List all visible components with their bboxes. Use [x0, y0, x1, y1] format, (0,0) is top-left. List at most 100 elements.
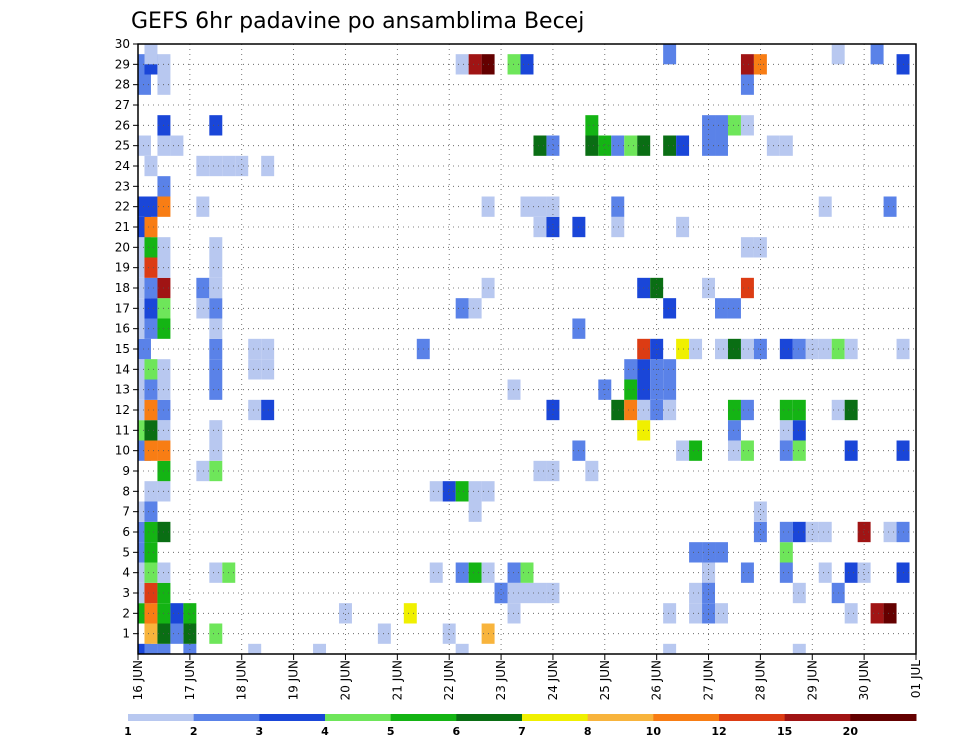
heatmap-cell [455, 298, 469, 319]
heatmap-cell [792, 643, 806, 654]
heatmap-cell [598, 135, 612, 156]
heatmap-cell [144, 542, 158, 563]
heatmap-cell [663, 643, 677, 654]
y-tick-label: 14 [115, 362, 130, 376]
heatmap-cell [429, 562, 443, 583]
heatmap-cell [663, 44, 677, 65]
heatmap-cell [144, 501, 158, 522]
heatmap-cell [144, 196, 158, 217]
heatmap-cell [546, 582, 560, 604]
heatmap-cell [611, 216, 625, 238]
colorbar-label: 20 [843, 725, 859, 738]
x-axis-ticks: 16 JUN 17 JUN 18 JUN 19 JUN 20 JUN 21 JUN 22 J… [131, 654, 923, 700]
heatmap-cell [138, 135, 151, 156]
heatmap-cell [468, 501, 482, 522]
heatmap-cell [248, 399, 262, 421]
heatmap-cell [261, 399, 275, 421]
colorbar-label: 6 [453, 725, 461, 738]
heatmap-cell [715, 135, 728, 156]
colorbar-label: 12 [711, 725, 726, 738]
heatmap-cell [209, 460, 223, 482]
heatmap-cell [377, 623, 391, 644]
x-tick-label: 21 JUN [390, 660, 404, 700]
heatmap-cell [779, 542, 793, 563]
heatmap-cell [663, 359, 677, 380]
heatmap-cell [468, 562, 482, 583]
heatmap-cell [533, 216, 547, 238]
heatmap-cell [144, 216, 158, 238]
heatmap-cell [144, 420, 158, 441]
heatmap-cell [883, 196, 897, 217]
heatmap-cell [792, 338, 806, 360]
colorbar-swatch [719, 714, 786, 721]
colorbar-label: 2 [190, 725, 198, 738]
y-tick-label: 16 [115, 322, 130, 336]
colorbar-label: 8 [584, 725, 592, 738]
heatmap-cell [209, 420, 223, 441]
x-tick-label: 17 JUN [183, 660, 197, 700]
heatmap-cell [740, 440, 754, 461]
heatmap-cell [520, 562, 534, 583]
heatmap-cell [209, 359, 223, 380]
heatmap-cell [676, 216, 690, 238]
heatmap-cell [779, 420, 793, 441]
heatmap-cell [546, 460, 560, 482]
heatmap-cell [676, 338, 690, 360]
heatmap-cell [235, 155, 249, 177]
heatmap-cell [676, 440, 690, 461]
y-tick-label: 27 [115, 98, 130, 112]
heatmap-cell [144, 379, 158, 400]
heatmap-cell [792, 440, 806, 461]
colorbar-swatch [522, 714, 589, 721]
heatmap-cell [740, 338, 754, 360]
heatmap-cell [740, 115, 754, 136]
heatmap-cell [727, 298, 741, 319]
heatmap-cell [779, 440, 793, 461]
heatmap-cell [792, 420, 806, 441]
heatmap-cell [507, 562, 521, 583]
heatmap-cell [533, 135, 547, 156]
heatmap-cell [138, 74, 151, 95]
heatmap-cell [546, 216, 560, 238]
heatmap-cell [844, 338, 858, 360]
heatmap-cell [209, 277, 223, 299]
colorbar-swatch [325, 714, 392, 721]
heatmap-cell [183, 623, 197, 644]
heatmap-cell [209, 338, 223, 360]
heatmap-cell [740, 74, 754, 95]
heatmap-cell [248, 359, 262, 380]
heatmap-cell [533, 582, 547, 604]
colorbar-swatch [193, 714, 260, 721]
heatmap-cell [844, 440, 858, 461]
heatmap-cell [779, 562, 793, 583]
heatmap-cell [715, 603, 728, 624]
heatmap-cell [209, 257, 223, 278]
heatmap-cell [792, 582, 806, 604]
dotted-grid [138, 44, 916, 654]
heatmap-cell [779, 399, 793, 421]
heatmap-cell [507, 603, 521, 624]
heatmap-cell [144, 237, 158, 258]
heatmap-cell [663, 135, 677, 156]
heatmap-cell [196, 460, 210, 482]
x-tick-label: 30 JUN [857, 660, 871, 700]
heatmap-cell [261, 338, 275, 360]
heatmap-cell [844, 562, 858, 583]
heatmap-cell [676, 135, 690, 156]
heatmap-cell [740, 399, 754, 421]
y-tick-label: 23 [115, 179, 130, 193]
heatmap-cell [715, 338, 728, 360]
heatmap-cell [779, 338, 793, 360]
heatmap-cell [546, 135, 560, 156]
heatmap-cell [144, 481, 158, 502]
colorbar-swatch [456, 714, 523, 721]
y-tick-label: 18 [115, 281, 130, 295]
y-tick-label: 22 [115, 200, 130, 214]
heatmap-cell [844, 399, 858, 421]
heatmap-cell [209, 115, 223, 136]
heatmap-cell [727, 440, 741, 461]
colorbar: 1 2 3 4 5 6 7 8 10 12 15 20 [124, 714, 917, 738]
heatmap-cell [520, 54, 534, 75]
heatmap-cell [585, 460, 599, 482]
x-tick-label: 01 JUL [909, 660, 923, 698]
